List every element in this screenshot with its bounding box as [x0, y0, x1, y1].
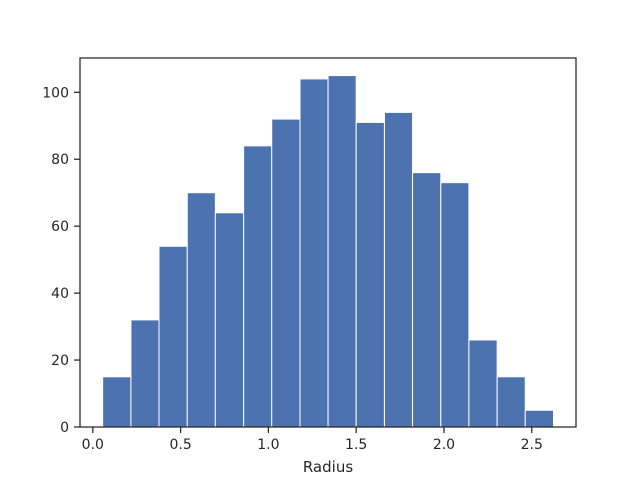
y-ticks: 0 20 40 60 80 100: [42, 85, 80, 436]
y-tick-label: 0: [60, 420, 69, 436]
y-tick-label: 80: [51, 152, 69, 168]
histogram-bar: [468, 339, 498, 428]
histogram-bar: [383, 111, 414, 428]
plot-frame: [79, 57, 577, 428]
y-tick-label: 100: [42, 85, 69, 101]
histogram-bar: [271, 118, 301, 428]
histogram-bar: [158, 245, 188, 428]
histogram-bar: [327, 75, 357, 428]
histogram-bar: [102, 376, 132, 428]
histogram-bar: [355, 121, 385, 428]
x-axis-label: Radius: [303, 458, 353, 476]
histogram-bar: [130, 319, 160, 428]
y-tick-label: 20: [51, 353, 69, 369]
histogram-bar: [186, 192, 216, 428]
x-ticks: 0.0 0.5 1.0 1.5 2.0 2.5: [82, 427, 543, 453]
histogram-bar: [299, 78, 329, 428]
x-tick-label: 0.5: [169, 437, 191, 453]
y-tick-label: 40: [51, 286, 69, 302]
x-tick-label: 2.5: [521, 437, 543, 453]
bars-group: [102, 75, 555, 428]
histogram-bar: [496, 376, 526, 428]
y-tick-label: 60: [51, 219, 69, 235]
histogram-bar: [214, 212, 245, 428]
x-tick-label: 1.0: [257, 437, 279, 453]
histogram-bar: [243, 145, 273, 428]
x-tick-label: 0.0: [82, 437, 104, 453]
x-tick-label: 2.0: [433, 437, 455, 453]
histogram-bar: [440, 182, 470, 428]
x-tick-label: 1.5: [345, 437, 367, 453]
histogram-bar: [412, 172, 442, 428]
histogram-bar: [524, 409, 555, 428]
